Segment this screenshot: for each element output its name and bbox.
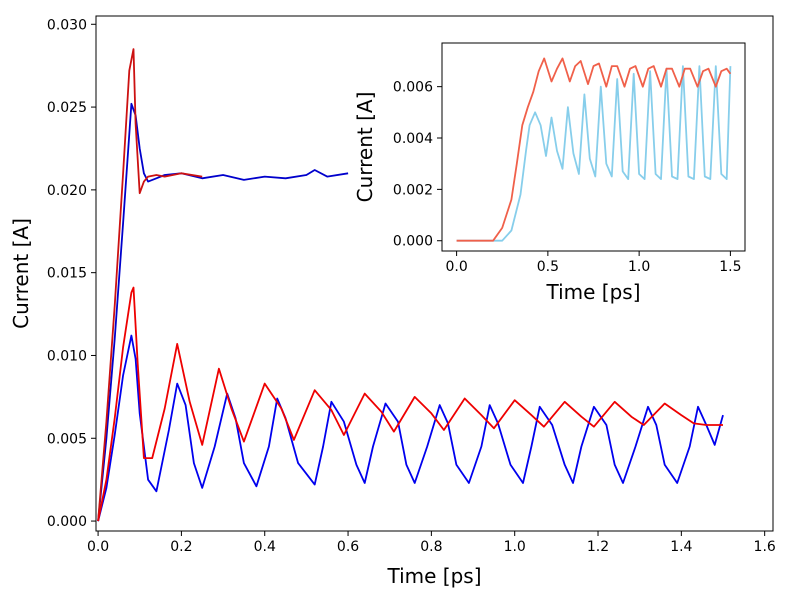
- inset-x-tick-label: 0.0: [445, 259, 467, 275]
- main-y-tick-label: 0.020: [47, 183, 87, 199]
- main-y-tick-label: 0.025: [47, 100, 87, 116]
- inset-y-tick-label: 0.000: [393, 234, 433, 250]
- main-x-tick-label: 0.6: [337, 539, 359, 555]
- main-x-axis-label: Time [ps]: [386, 564, 481, 588]
- main-series-red-spike: [97, 48, 203, 522]
- inset-chart: 0.0 0.5 1.0 1.5 0.000 0.002 0.004 0.006 Time [ps…: [353, 42, 746, 304]
- main-axes-frame: [95, 15, 774, 532]
- inset-y-tick-label: 0.006: [393, 80, 433, 96]
- main-x-tick-label: 0.0: [87, 539, 109, 555]
- inset-y-tick-label: 0.004: [393, 131, 433, 147]
- main-x-tick-label: 1.0: [504, 539, 526, 555]
- inset-y-tick-label: 0.002: [393, 182, 433, 198]
- main-x-tick-label: 0.8: [420, 539, 442, 555]
- inset-series-tomato: [456, 57, 732, 242]
- main-y-tick-label: 0.000: [47, 514, 87, 530]
- inset-series-light-blue: [456, 65, 732, 242]
- main-y-tick-label: 0.015: [47, 266, 87, 282]
- main-series-red-oscillation: [97, 286, 723, 522]
- inset-x-tick-label: 0.5: [537, 259, 559, 275]
- main-series-blue-spike: [97, 102, 349, 522]
- main-y-tick-label: 0.005: [47, 431, 87, 447]
- main-y-tick-label: 0.030: [47, 17, 87, 33]
- main-y-tick-label: 0.010: [47, 348, 87, 364]
- inset-x-axis-label: Time [ps]: [545, 280, 640, 304]
- inset-axes-frame: [441, 42, 746, 252]
- main-x-tick-label: 0.4: [254, 539, 276, 555]
- main-x-tick-label: 1.4: [670, 539, 692, 555]
- inset-x-tick-label: 1.5: [719, 259, 741, 275]
- main-x-tick-label: 1.2: [587, 539, 609, 555]
- inset-y-axis-label: Current [A]: [353, 92, 377, 203]
- main-x-tick-label: 1.6: [754, 539, 776, 555]
- inset-x-tick-label: 1.0: [628, 259, 650, 275]
- main-series-blue-oscillation: [97, 334, 724, 522]
- main-x-tick-label: 0.2: [170, 539, 192, 555]
- main-y-axis-label: Current [A]: [9, 218, 33, 329]
